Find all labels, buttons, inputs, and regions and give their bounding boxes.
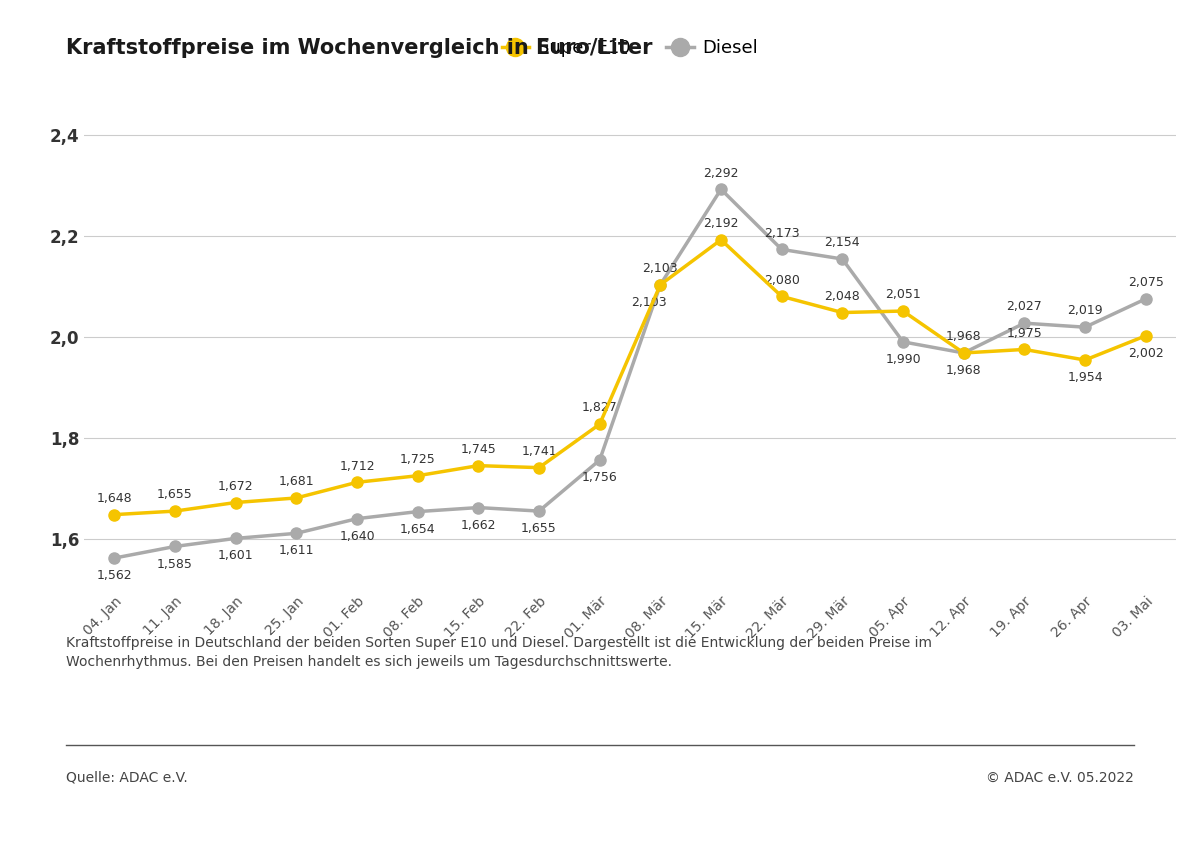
- Text: 1,601: 1,601: [218, 550, 253, 562]
- Text: 1,662: 1,662: [461, 519, 496, 531]
- Text: 1,654: 1,654: [400, 523, 436, 536]
- Text: 1,655: 1,655: [521, 522, 557, 536]
- Text: 1,672: 1,672: [218, 480, 253, 493]
- Text: 1,725: 1,725: [400, 453, 436, 466]
- Text: 1,712: 1,712: [340, 460, 374, 472]
- Text: 2,027: 2,027: [1007, 301, 1043, 313]
- Text: 1,655: 1,655: [157, 488, 193, 501]
- Text: 1,968: 1,968: [946, 364, 982, 377]
- Text: 2,154: 2,154: [824, 237, 860, 249]
- Text: 1,741: 1,741: [521, 445, 557, 458]
- Text: 1,968: 1,968: [946, 330, 982, 344]
- Text: 2,173: 2,173: [764, 226, 799, 240]
- Text: 2,051: 2,051: [886, 288, 920, 301]
- Text: 2,103: 2,103: [642, 262, 678, 275]
- Text: 1,975: 1,975: [1007, 327, 1043, 339]
- Text: 2,292: 2,292: [703, 167, 739, 179]
- Text: 1,640: 1,640: [340, 530, 374, 543]
- Text: 2,103: 2,103: [631, 296, 667, 309]
- Text: 1,827: 1,827: [582, 402, 618, 414]
- Text: 2,019: 2,019: [1067, 305, 1103, 317]
- Text: 1,745: 1,745: [461, 443, 497, 456]
- Text: 1,681: 1,681: [278, 475, 314, 488]
- Text: Kraftstoffpreise in Deutschland der beiden Sorten Super E10 und Diesel. Dargeste: Kraftstoffpreise in Deutschland der beid…: [66, 636, 932, 669]
- Text: 1,585: 1,585: [157, 557, 193, 571]
- Text: Quelle: ADAC e.V.: Quelle: ADAC e.V.: [66, 770, 187, 785]
- Text: 1,611: 1,611: [278, 545, 314, 557]
- Text: 1,756: 1,756: [582, 472, 618, 484]
- Text: 2,075: 2,075: [1128, 276, 1164, 289]
- Text: 2,048: 2,048: [824, 290, 860, 303]
- Text: 1,562: 1,562: [96, 569, 132, 582]
- Text: 2,192: 2,192: [703, 217, 739, 230]
- Text: © ADAC e.V. 05.2022: © ADAC e.V. 05.2022: [986, 770, 1134, 785]
- Text: 1,954: 1,954: [1067, 371, 1103, 384]
- Text: Kraftstoffpreise im Wochenvergleich in Euro/Liter: Kraftstoffpreise im Wochenvergleich in E…: [66, 38, 653, 58]
- Text: 2,002: 2,002: [1128, 347, 1164, 360]
- Legend: Super E10, Diesel: Super E10, Diesel: [494, 32, 766, 65]
- Text: 1,648: 1,648: [96, 492, 132, 505]
- Text: 2,080: 2,080: [763, 274, 799, 286]
- Text: 1,990: 1,990: [886, 353, 920, 366]
